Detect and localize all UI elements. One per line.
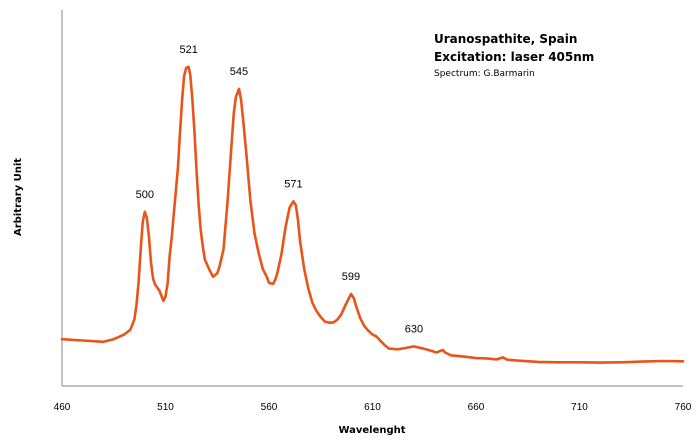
peak-label-630: 630 (405, 323, 423, 335)
y-axis-title: Arbitrary Unit (13, 158, 24, 236)
annotation-credit: Spectrum: G.Barmarin (434, 69, 535, 79)
x-tick-label: 510 (157, 402, 174, 413)
peak-labels: 500 521 545 571 599 630 (136, 44, 423, 336)
annotation-sample: Uranospathite, Spain (434, 32, 577, 46)
x-axis-title: Wavelenght (338, 425, 405, 436)
annotation-box: Uranospathite, Spain Excitation: laser 4… (434, 32, 594, 79)
x-tick-label: 710 (571, 402, 588, 413)
peak-label-571: 571 (284, 178, 302, 190)
x-tick-label: 560 (261, 402, 278, 413)
peak-label-599: 599 (342, 271, 360, 283)
peak-label-521: 521 (180, 44, 198, 56)
peak-label-500: 500 (136, 189, 154, 201)
x-tick-labels: 460 510 560 610 660 710 760 (54, 402, 692, 413)
annotation-excitation: Excitation: laser 405nm (434, 50, 594, 64)
x-tick-label: 660 (468, 402, 485, 413)
x-tick-label: 610 (364, 402, 381, 413)
x-tick-label: 460 (54, 402, 71, 413)
axes (61, 10, 683, 387)
x-tick-label: 760 (675, 402, 692, 413)
spectrum-series-line (60, 65, 685, 364)
peak-label-545: 545 (230, 66, 248, 78)
